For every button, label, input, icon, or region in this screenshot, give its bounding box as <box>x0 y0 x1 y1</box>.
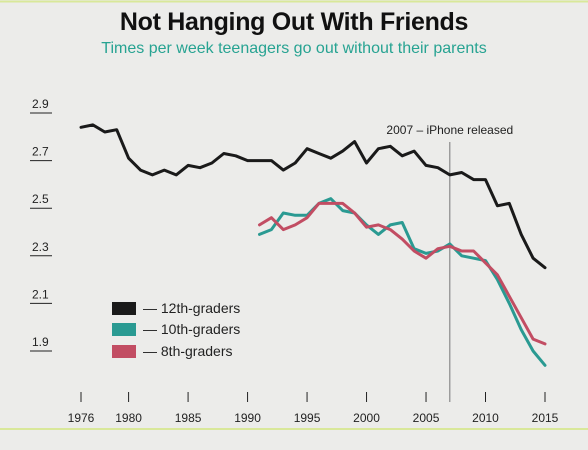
x-tick-label: 1976 <box>68 411 95 425</box>
annotation-label: 2007 – iPhone released <box>386 123 513 137</box>
iphone-annotation: 2007 – iPhone released <box>386 123 513 402</box>
x-tick-label: 2010 <box>472 411 499 425</box>
y-tick-label: 1.9 <box>32 335 49 349</box>
y-axis: 1.9 2.1 2.3 2.5 2.7 2.9 <box>30 97 52 352</box>
legend: — 12th-graders — 10th-graders — 8th-grader… <box>112 300 240 359</box>
legend-label: — 8th-graders <box>143 343 232 359</box>
legend-swatch <box>112 345 136 358</box>
y-tick-label: 2.3 <box>32 240 49 254</box>
x-axis: 1976 1980 1985 1990 1995 2000 2005 2010 2015 <box>68 392 559 425</box>
y-tick-label: 2.5 <box>32 192 49 206</box>
legend-label: — 10th-graders <box>143 321 240 337</box>
chart-title: Not Hanging Out With Friends <box>119 8 469 36</box>
y-tick-label: 2.1 <box>32 287 49 301</box>
x-tick-label: 1995 <box>294 411 321 425</box>
x-tick-label: 2005 <box>413 411 440 425</box>
x-tick-label: 2015 <box>532 411 559 425</box>
series-line-1 <box>258 197 547 367</box>
x-tick-label: 1990 <box>234 411 261 425</box>
x-tick-label: 2000 <box>353 411 380 425</box>
y-tick-label: 2.9 <box>32 97 49 111</box>
y-tick-label: 2.7 <box>32 145 49 159</box>
x-tick-label: 1985 <box>175 411 202 425</box>
series-line-2 <box>258 201 547 346</box>
legend-swatch <box>112 302 136 315</box>
legend-swatch <box>112 323 136 336</box>
legend-label: — 12th-graders <box>143 300 240 316</box>
series-lines <box>79 123 547 367</box>
series-line-0 <box>79 123 547 270</box>
x-tick-label: 1980 <box>115 411 142 425</box>
chart-subtitle: Times per week teenagers go out without … <box>101 40 487 57</box>
